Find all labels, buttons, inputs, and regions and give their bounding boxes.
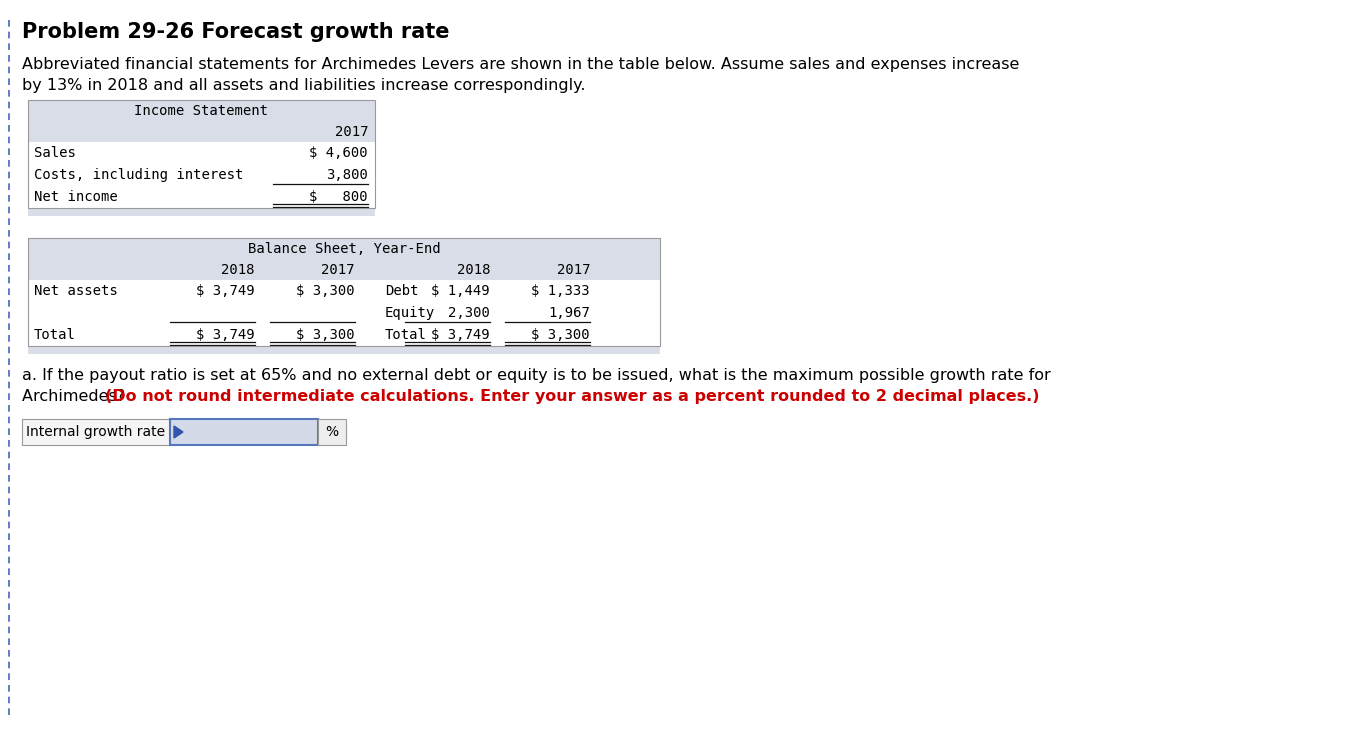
Text: (Do not round intermediate calculations. Enter your answer as a percent rounded : (Do not round intermediate calculations.… (105, 389, 1040, 404)
Text: $ 3,749: $ 3,749 (431, 328, 490, 342)
Text: Net assets: Net assets (34, 284, 117, 298)
Text: Equity: Equity (385, 306, 435, 320)
Text: $ 3,300: $ 3,300 (531, 328, 590, 342)
FancyBboxPatch shape (28, 260, 660, 280)
FancyBboxPatch shape (170, 419, 318, 445)
Text: $ 3,300: $ 3,300 (296, 284, 356, 298)
FancyBboxPatch shape (318, 419, 346, 445)
Text: $ 4,600: $ 4,600 (310, 146, 368, 160)
Text: 2,300: 2,300 (449, 306, 490, 320)
Polygon shape (174, 426, 183, 438)
Text: $ 3,749: $ 3,749 (197, 328, 255, 342)
FancyBboxPatch shape (28, 122, 374, 142)
Text: Problem 29-26 Forecast growth rate: Problem 29-26 Forecast growth rate (22, 22, 450, 42)
FancyBboxPatch shape (28, 238, 660, 260)
Text: Debt: Debt (385, 284, 419, 298)
Text: $ 1,333: $ 1,333 (531, 284, 590, 298)
Text: Net income: Net income (34, 190, 117, 204)
Text: by 13% in 2018 and all assets and liabilities increase correspondingly.: by 13% in 2018 and all assets and liabil… (22, 78, 586, 93)
Text: 2018: 2018 (457, 263, 490, 277)
Text: Balance Sheet, Year-End: Balance Sheet, Year-End (248, 242, 440, 256)
FancyBboxPatch shape (28, 302, 660, 324)
Text: 3,800: 3,800 (326, 168, 368, 182)
FancyBboxPatch shape (28, 142, 374, 164)
Text: Costs, including interest: Costs, including interest (34, 168, 244, 182)
Text: 2017: 2017 (556, 263, 590, 277)
Text: Total: Total (34, 328, 75, 342)
Text: Sales: Sales (34, 146, 75, 160)
Text: 1,967: 1,967 (548, 306, 590, 320)
Text: $ 3,300: $ 3,300 (296, 328, 356, 342)
FancyBboxPatch shape (28, 100, 374, 122)
Text: 2017: 2017 (322, 263, 356, 277)
Text: Archimedes?: Archimedes? (22, 389, 131, 404)
FancyBboxPatch shape (28, 164, 374, 186)
Text: Total: Total (385, 328, 427, 342)
Text: 2017: 2017 (334, 125, 368, 139)
FancyBboxPatch shape (28, 186, 374, 208)
Text: $   800: $ 800 (310, 190, 368, 204)
Text: Abbreviated financial statements for Archimedes Levers are shown in the table be: Abbreviated financial statements for Arc… (22, 57, 1020, 72)
Text: %: % (326, 425, 338, 439)
Text: $ 1,449: $ 1,449 (431, 284, 490, 298)
FancyBboxPatch shape (28, 324, 660, 346)
FancyBboxPatch shape (28, 347, 660, 354)
Text: $ 3,749: $ 3,749 (197, 284, 255, 298)
Text: a. If the payout ratio is set at 65% and no external debt or equity is to be iss: a. If the payout ratio is set at 65% and… (22, 368, 1051, 383)
Text: 2018: 2018 (221, 263, 255, 277)
FancyBboxPatch shape (22, 419, 170, 445)
Text: Internal growth rate: Internal growth rate (27, 425, 166, 439)
FancyBboxPatch shape (28, 280, 660, 302)
Text: Income Statement: Income Statement (135, 104, 268, 118)
FancyBboxPatch shape (28, 209, 374, 216)
